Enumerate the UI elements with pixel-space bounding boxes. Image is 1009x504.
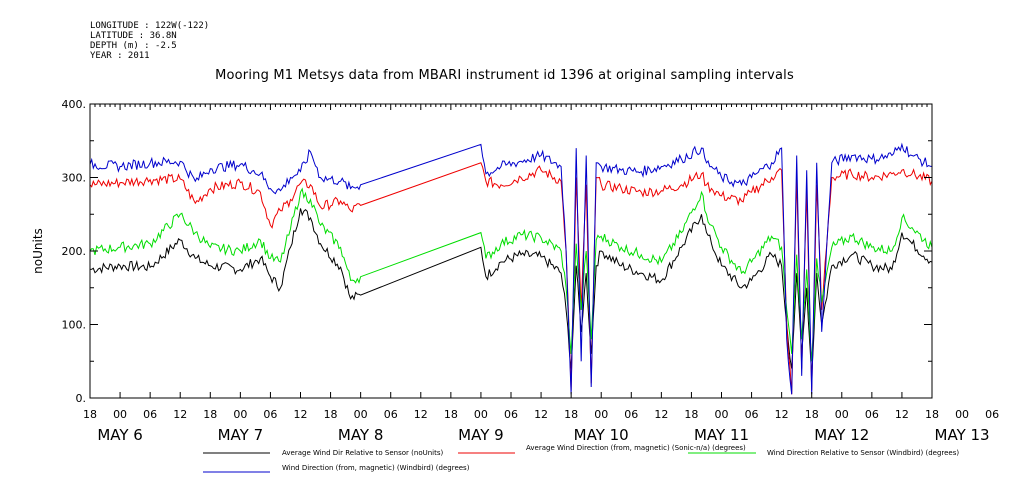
day-label: MAY 12 xyxy=(814,426,869,444)
x-tick-label: 00 xyxy=(835,408,849,421)
x-tick-label: 00 xyxy=(715,408,729,421)
day-label: MAY 8 xyxy=(338,426,384,444)
x-tick-label: 12 xyxy=(173,408,187,421)
x-tick-label: 06 xyxy=(624,408,638,421)
day-label: MAY 11 xyxy=(694,426,749,444)
day-label: MAY 13 xyxy=(935,426,990,444)
y-tick-label: 300. xyxy=(62,172,87,185)
depth-text: DEPTH (m) : -2.5 xyxy=(90,41,177,51)
y-axis-label: noUnits xyxy=(31,228,45,274)
y-tick-label: 100. xyxy=(62,319,87,332)
day-label: MAY 6 xyxy=(97,426,143,444)
x-tick-label: 12 xyxy=(654,408,668,421)
legend-label-2: Average Wind Direction (from, magnetic) … xyxy=(526,444,746,452)
day-label: MAY 10 xyxy=(574,426,629,444)
metadata-block: LONGITUDE : 122W(-122) LATITUDE : 36.8N … xyxy=(90,21,209,61)
x-tick-label: 12 xyxy=(294,408,308,421)
x-tick-label: 12 xyxy=(414,408,428,421)
longitude-text: LONGITUDE : 122W(-122) xyxy=(90,21,210,31)
x-tick-label: 00 xyxy=(354,408,368,421)
series-line-3 xyxy=(89,187,933,362)
x-tick-label: 18 xyxy=(444,408,458,421)
y-tick-label: 0. xyxy=(76,392,87,405)
x-tick-label: 00 xyxy=(233,408,247,421)
x-tick-label: 00 xyxy=(955,408,969,421)
legend: Average Wind Dir Relative to Sensor (noU… xyxy=(203,444,959,473)
x-tick-label: 18 xyxy=(83,408,97,421)
chart-title: Mooring M1 Metsys data from MBARI instru… xyxy=(215,68,794,83)
y-tick-label: 200. xyxy=(62,245,87,258)
x-tick-label: 18 xyxy=(564,408,578,421)
axis-layer: 0. 100. 200. 300. 400. noUnits 18 00 06 12 18 00 06 1… xyxy=(31,98,999,444)
day-label: MAY 7 xyxy=(218,426,264,444)
x-tick-label: 06 xyxy=(985,408,999,421)
legend-label-4: Wind Direction (from, magnetic) (Windbir… xyxy=(282,464,470,472)
x-tick-label: 06 xyxy=(143,408,157,421)
day-label: MAY 9 xyxy=(458,426,504,444)
x-tick-label: 18 xyxy=(925,408,939,421)
x-tick-label: 12 xyxy=(775,408,789,421)
series-line-4 xyxy=(89,142,933,395)
legend-label-3: Wind Direction Relative to Sensor (Windb… xyxy=(767,449,959,457)
x-tick-label: 00 xyxy=(113,408,127,421)
x-tick-label: 12 xyxy=(534,408,548,421)
year-text: YEAR : 2011 xyxy=(90,51,150,61)
x-tick-label: 12 xyxy=(895,408,909,421)
x-tick-label: 18 xyxy=(684,408,698,421)
plot-frame xyxy=(89,103,933,399)
x-tick-label: 00 xyxy=(474,408,488,421)
x-tick-label: 06 xyxy=(263,408,277,421)
x-tick-label: 18 xyxy=(805,408,819,421)
x-tick-label: 06 xyxy=(865,408,879,421)
x-tick-label: 06 xyxy=(504,408,518,421)
x-tick-label: 00 xyxy=(594,408,608,421)
x-tick-label: 06 xyxy=(745,408,759,421)
latitude-text: LATITUDE : 36.8N xyxy=(90,31,177,41)
x-tick-label: 18 xyxy=(203,408,217,421)
x-tick-label: 18 xyxy=(324,408,338,421)
x-tick-label: 06 xyxy=(384,408,398,421)
y-tick-label: 400. xyxy=(62,98,87,111)
legend-label-1: Average Wind Dir Relative to Sensor (noU… xyxy=(282,449,443,457)
series-layer xyxy=(89,142,933,395)
